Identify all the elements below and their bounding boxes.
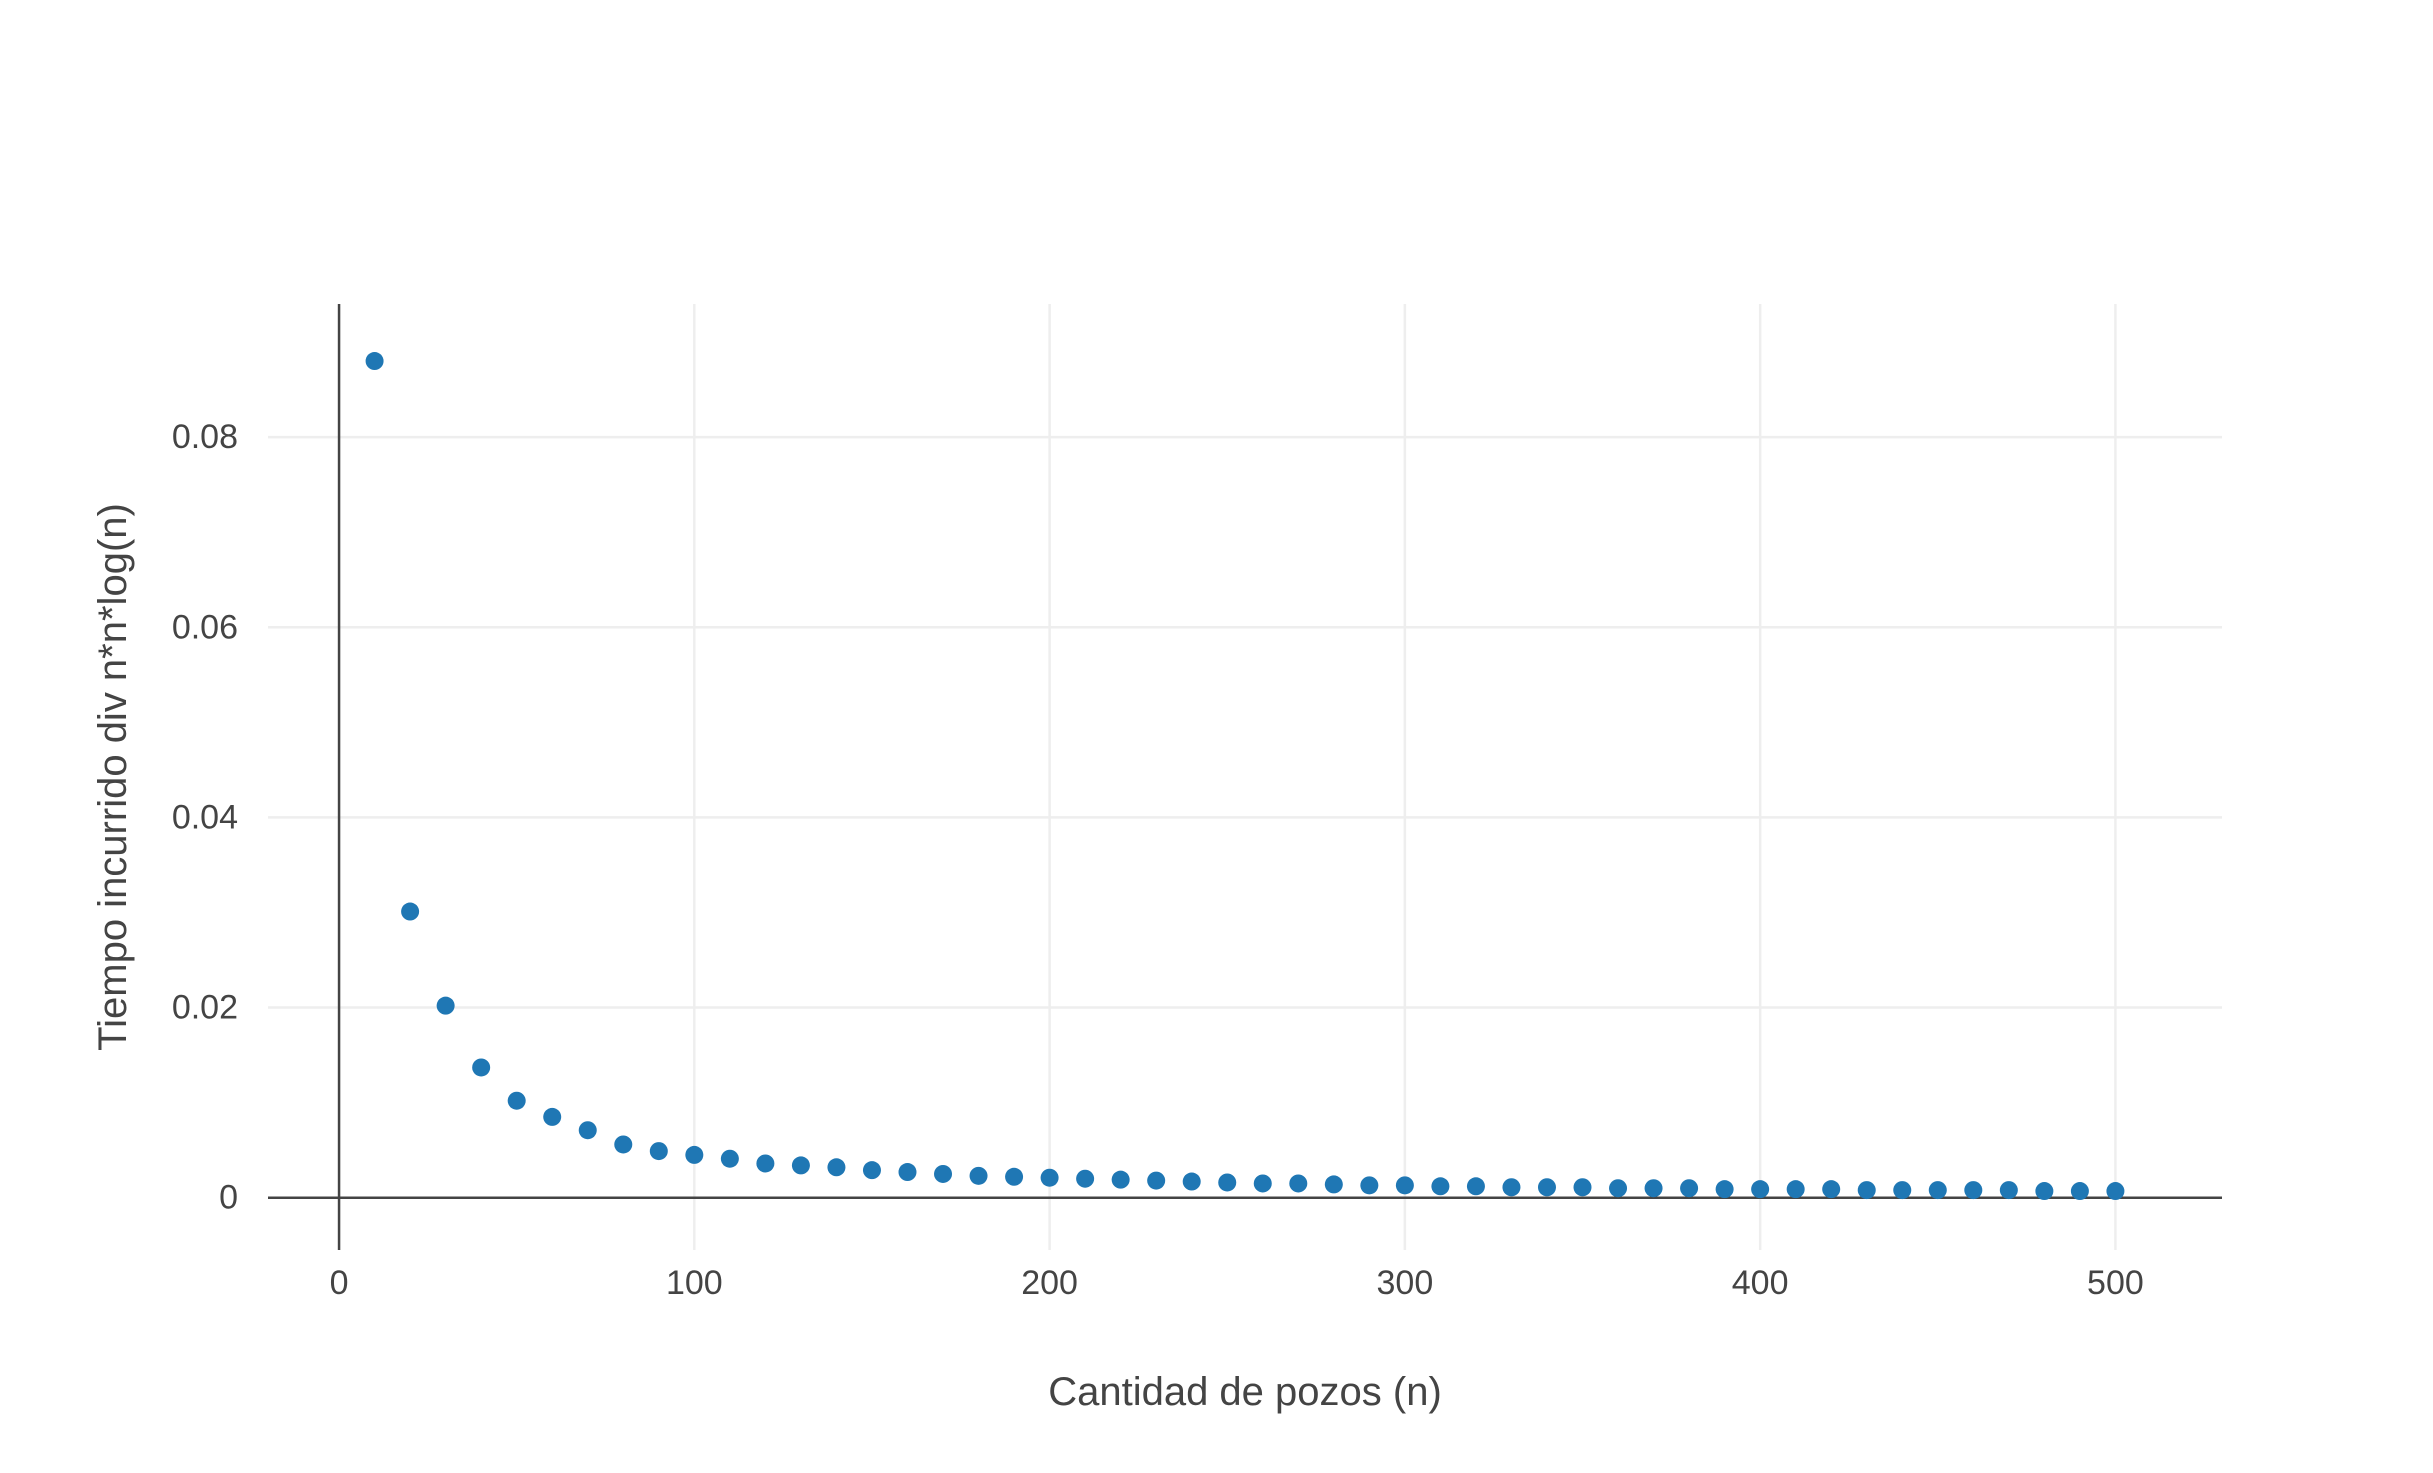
data-point: [472, 1058, 491, 1077]
x-tick-label: 100: [666, 1264, 723, 1302]
data-point: [1147, 1171, 1166, 1190]
data-point: [1822, 1180, 1841, 1199]
data-point: [1786, 1180, 1805, 1199]
data-point: [1076, 1169, 1095, 1188]
data-point: [685, 1145, 704, 1164]
data-point: [1928, 1181, 1947, 1200]
data-point: [1253, 1174, 1272, 1193]
y-tick-label: 0.06: [172, 608, 238, 646]
data-point: [1360, 1176, 1379, 1195]
data-point: [1431, 1177, 1450, 1196]
data-points: [365, 352, 2125, 1201]
data-point: [756, 1154, 775, 1173]
x-tick-label: 200: [1021, 1264, 1078, 1302]
x-tick-label: 0: [330, 1264, 349, 1302]
data-point: [1005, 1167, 1024, 1186]
data-point: [1395, 1176, 1414, 1195]
data-point: [436, 996, 455, 1015]
data-point: [1715, 1180, 1734, 1199]
data-point: [720, 1149, 739, 1168]
data-point: [1466, 1177, 1485, 1196]
data-point: [2070, 1182, 2089, 1201]
data-point: [862, 1161, 881, 1180]
gridlines: [268, 304, 2222, 1250]
data-point: [2035, 1182, 2054, 1201]
data-point: [1857, 1181, 1876, 1200]
axes: [268, 304, 2222, 1250]
data-point: [1751, 1180, 1770, 1199]
data-point: [1893, 1181, 1912, 1200]
data-point: [1289, 1174, 1308, 1193]
data-point: [1999, 1181, 2018, 1200]
data-point: [1182, 1172, 1201, 1191]
data-point: [1040, 1168, 1059, 1187]
data-point: [2106, 1182, 2125, 1201]
data-point: [1964, 1181, 1983, 1200]
data-point: [969, 1166, 988, 1185]
data-point: [614, 1135, 633, 1154]
data-point: [401, 902, 420, 921]
y-tick-label: 0: [219, 1179, 238, 1217]
data-point: [1573, 1178, 1592, 1197]
data-point: [1324, 1175, 1343, 1194]
x-tick-labels: 0 100 200 300 400 500: [330, 1264, 2144, 1302]
data-point: [1502, 1178, 1521, 1197]
data-point: [1111, 1170, 1130, 1189]
data-point: [649, 1142, 668, 1161]
data-point: [578, 1121, 597, 1140]
y-tick-label: 0.04: [172, 798, 238, 836]
data-point: [827, 1158, 846, 1177]
x-axis-title: Cantidad de pozos (n): [1048, 1370, 1442, 1414]
data-point: [1537, 1178, 1556, 1197]
data-point: [1644, 1179, 1663, 1198]
data-point: [1680, 1179, 1699, 1198]
y-tick-labels: 0 0.02 0.04 0.06 0.08: [172, 418, 238, 1217]
data-point: [1609, 1179, 1628, 1198]
x-tick-label: 300: [1377, 1264, 1434, 1302]
data-point: [934, 1164, 953, 1183]
x-tick-label: 400: [1732, 1264, 1789, 1302]
y-tick-label: 0.02: [172, 989, 238, 1027]
data-point: [791, 1156, 810, 1175]
y-tick-label: 0.08: [172, 418, 238, 456]
data-point: [1218, 1173, 1237, 1192]
y-axis-title: Tiempo incurrido div n*n*log(n): [91, 503, 135, 1051]
data-point: [543, 1107, 562, 1126]
x-tick-label: 500: [2087, 1264, 2144, 1302]
data-point: [365, 352, 384, 371]
data-point: [507, 1091, 526, 1110]
data-point: [898, 1163, 917, 1182]
